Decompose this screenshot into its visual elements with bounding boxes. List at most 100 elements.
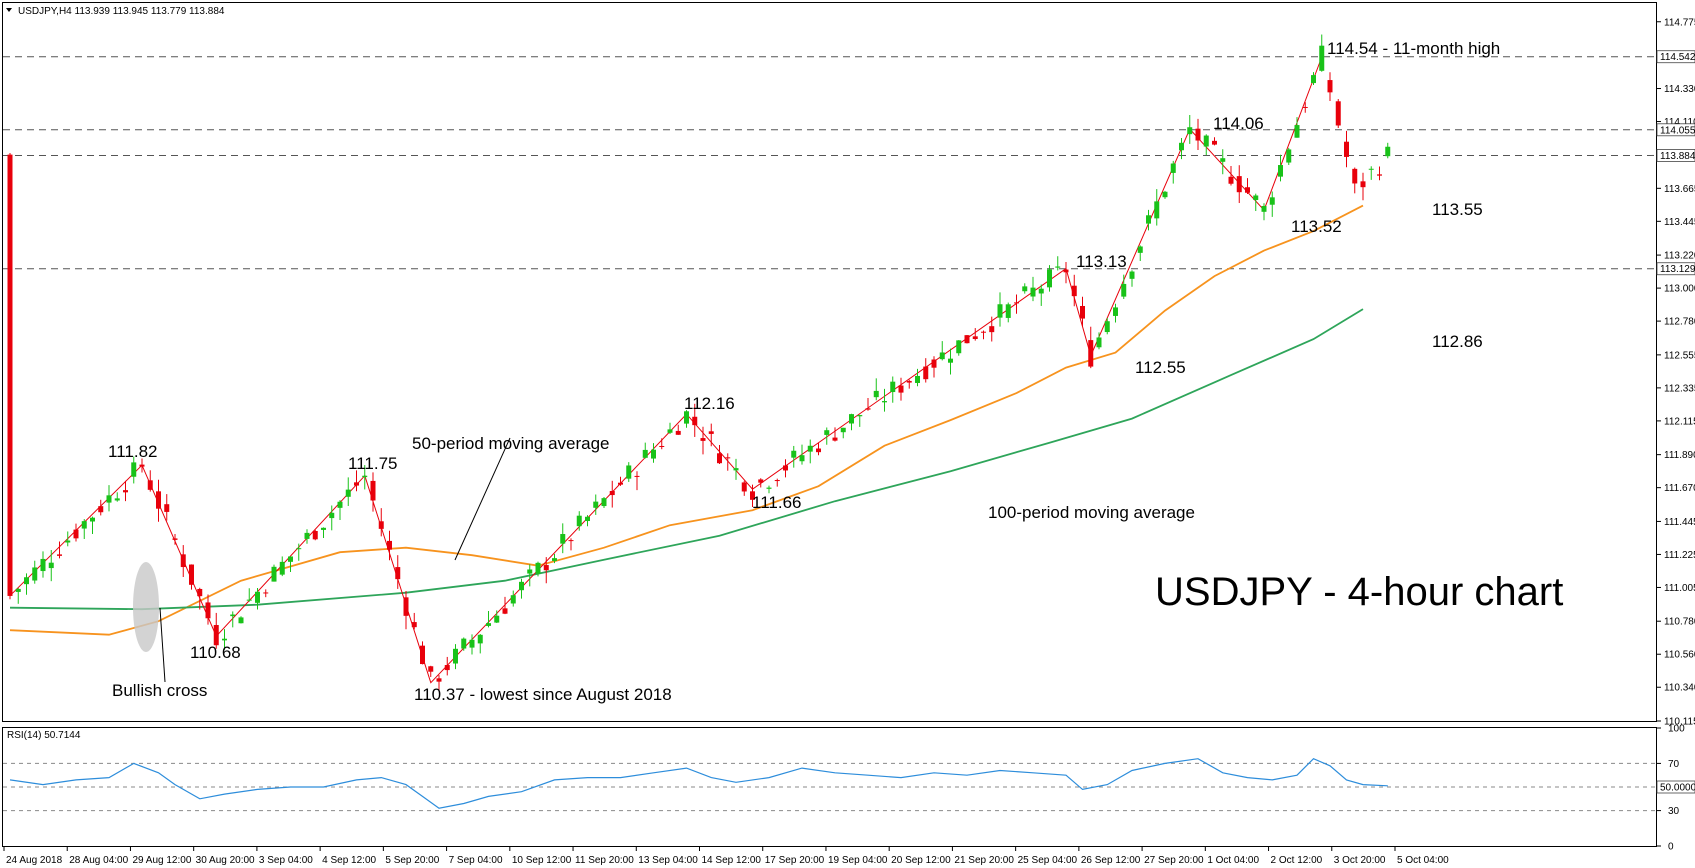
candle-body (1253, 195, 1259, 200)
candle-body (329, 512, 335, 519)
y-tick-label-9: 112.335 (1664, 383, 1695, 394)
candlesticks (7, 34, 1391, 692)
candle-body (420, 645, 425, 665)
candle-body (486, 623, 491, 626)
y-tick-label-5: 113.220 (1664, 251, 1695, 262)
candle-body (585, 516, 590, 522)
candle-body (1278, 165, 1283, 177)
candle-body (345, 489, 351, 497)
rsi-tick-label-2: 30 (1668, 806, 1680, 817)
candle-body (733, 468, 739, 471)
y-tick-label-11: 111.890 (1664, 450, 1695, 461)
candle-body (956, 340, 962, 354)
candle-body (1113, 307, 1118, 316)
candle-body (1071, 285, 1077, 297)
label-ma50: 50-period moving average (412, 434, 610, 453)
x-tick-label-0: 24 Aug 2018 (6, 855, 63, 866)
candle-body (799, 455, 805, 462)
price-tag-box-1 (1656, 123, 1695, 137)
candle-body (1096, 337, 1102, 348)
candle-body (1203, 135, 1209, 147)
y-tick-label-16: 110.780 (1664, 617, 1695, 628)
candle-body (1104, 321, 1110, 333)
candle-body (1170, 163, 1176, 173)
annotations: 111.82 110.68 Bullish cross 111.75 50-pe… (108, 39, 1500, 704)
candle-body (1261, 206, 1267, 212)
candle-body (774, 480, 780, 482)
candle-body (7, 154, 13, 596)
candle-body (593, 501, 599, 508)
candle-body (1311, 75, 1316, 84)
candle-body (246, 599, 252, 601)
candle-body (832, 437, 838, 441)
candle-body (791, 450, 797, 458)
rsi-layer: 100 70 30 0 50.0000 (3, 724, 1695, 853)
y-tick-label-15: 111.005 (1664, 583, 1695, 594)
price-tag-box-0 (1656, 50, 1695, 64)
y-tick-label-6: 113.000 (1664, 284, 1695, 295)
candle-body (428, 666, 434, 672)
price-axis: 114.775 114.330 114.110 113.665 113.445 113.2… (1656, 17, 1695, 728)
rsi-header: RSI(14) 50.7144 (7, 730, 81, 741)
candle-body (634, 475, 640, 477)
candle-body (1047, 269, 1052, 288)
label-110-37-low: 110.37 - lowest since August 2018 (414, 685, 672, 704)
candle-body (354, 482, 359, 486)
candle-body (411, 622, 417, 628)
rsi-tick-label-0: 100 (1668, 724, 1685, 735)
candle-body (1245, 187, 1250, 193)
y-tick-label-17: 110.560 (1664, 650, 1695, 661)
y-tick-label-2: 114.110 (1664, 117, 1695, 128)
candle-body (1055, 266, 1061, 268)
rsi-line (9, 757, 1388, 809)
x-tick-label-1: 28 Aug 04:00 (69, 855, 128, 866)
candle-body (222, 638, 227, 641)
candle-body (972, 336, 978, 340)
label-114-06: 114.06 (1213, 114, 1264, 133)
candle-body (898, 385, 904, 393)
candle-body (552, 558, 557, 561)
label-ma100-value: 112.86 (1432, 332, 1483, 351)
y-tick-label-4: 113.445 (1664, 217, 1695, 228)
x-tick-label-6: 5 Sep 20:00 (385, 855, 439, 866)
candle-body (1179, 142, 1184, 151)
candle-body (1286, 149, 1292, 163)
x-tick-label-5: 4 Sep 12:00 (322, 855, 376, 866)
candle-body (1302, 106, 1308, 108)
candle-body (783, 465, 788, 471)
candle-body (873, 390, 879, 398)
candle-body (692, 416, 698, 426)
candle-body (40, 558, 46, 572)
candle-body (1385, 146, 1391, 157)
candle-body (1162, 191, 1168, 198)
candle-body (238, 617, 244, 624)
candle-body (1154, 201, 1160, 219)
candle-body (1195, 128, 1201, 141)
candle-body (106, 495, 112, 503)
candle-body (1352, 168, 1358, 184)
label-ma50-value: 113.55 (1432, 200, 1483, 219)
candle-body (131, 462, 137, 477)
candle-body (461, 638, 467, 649)
x-tick-label-10: 13 Sep 04:00 (638, 855, 698, 866)
candle-body (73, 529, 79, 539)
candle-body (477, 634, 483, 644)
x-tick-label-15: 21 Sep 20:00 (954, 855, 1014, 866)
collapse-triangle-icon[interactable] (6, 8, 12, 12)
candle-body (717, 453, 722, 464)
candle-body (1063, 269, 1069, 273)
ma100-line (9, 308, 1364, 611)
candle-body (807, 445, 813, 452)
candle-body (1360, 181, 1366, 188)
time-axis: 24 Aug 2018 28 Aug 04:00 29 Aug 12:00 30 Au… (3, 846, 1449, 866)
candle-body (651, 449, 656, 459)
candle-body (114, 498, 120, 501)
candle-body (387, 540, 392, 550)
candle-body (535, 562, 541, 574)
price-tag-box-2 (1656, 149, 1695, 162)
x-tick-label-11: 14 Sep 12:00 (702, 855, 762, 866)
label-113-13: 113.13 (1076, 252, 1127, 271)
label-114-54-high: 114.54 - 11-month high (1327, 39, 1500, 58)
candle-body (15, 588, 21, 592)
